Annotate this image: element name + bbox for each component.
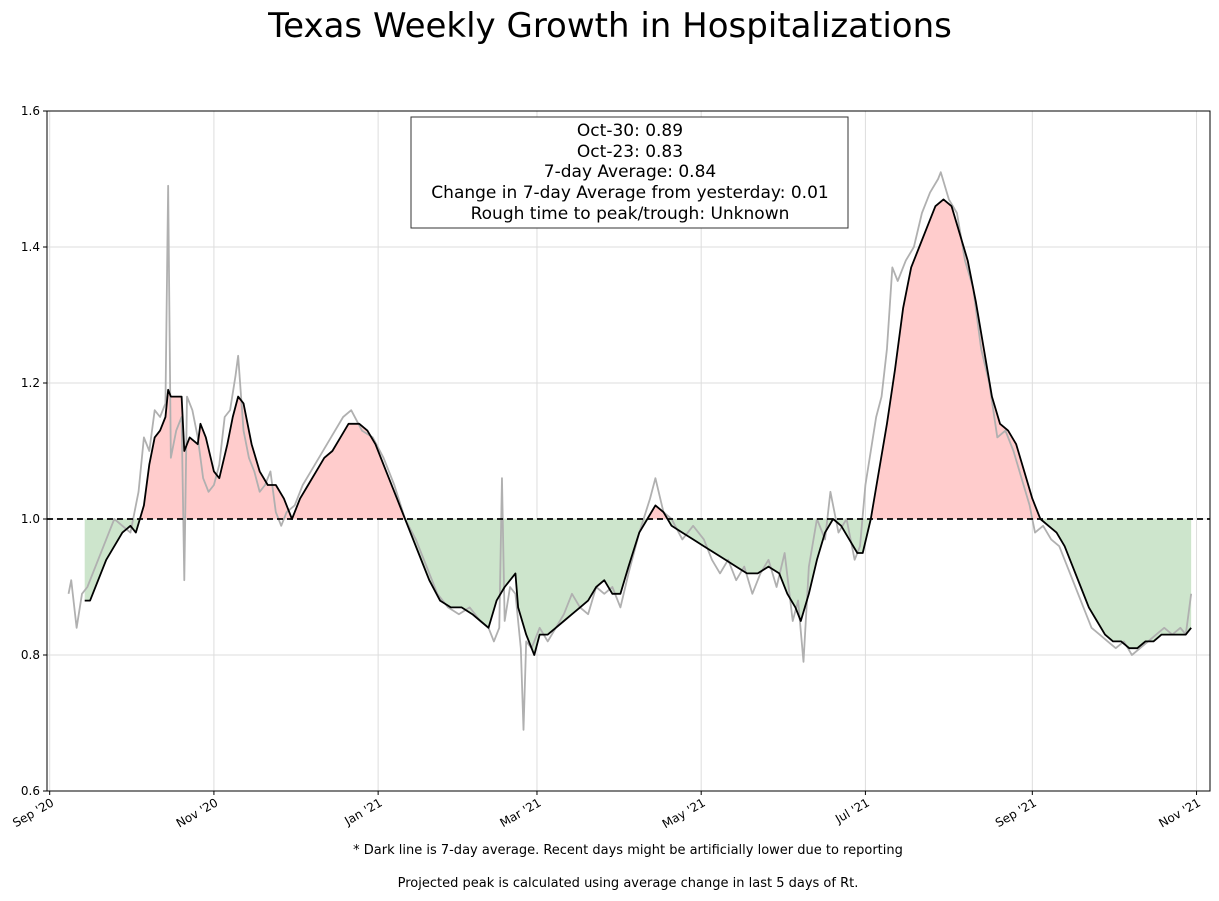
y-tick-label: 0.6	[21, 784, 40, 798]
annotation-line-5: Rough time to peak/trough: Unknown	[471, 204, 790, 224]
axes-frame	[46, 110, 1211, 792]
x-tick-label: Sep '21	[993, 795, 1039, 830]
x-tick-label: Nov '21	[1156, 795, 1203, 830]
annotation-line-1: Oct-30: 0.89	[577, 121, 683, 141]
fill-below-reference	[667, 519, 834, 621]
chart-title: Texas Weekly Growth in Hospitalizations	[267, 6, 952, 46]
annotation-line-2: Oct-23: 0.83	[577, 142, 683, 162]
x-tick-label: Nov '20	[174, 795, 221, 830]
seven-day-average-line	[84, 198, 1192, 656]
annotation-line-4: Change in 7-day Average from yesterday: …	[431, 183, 828, 203]
x-tick-label: Mar '21	[497, 795, 543, 830]
x-tick-label: Sep '20	[10, 795, 56, 830]
y-tick-label: 1.6	[21, 104, 40, 118]
y-tick-label: 1.2	[21, 376, 40, 390]
fill-below-reference	[405, 519, 648, 655]
footnote-projection: Projected peak is calculated using avera…	[397, 876, 859, 891]
y-tick-label: 1.0	[21, 512, 40, 526]
x-tick-label: Jul '21	[832, 795, 872, 826]
daily-series-line	[67, 171, 1193, 731]
annotation-box: Oct-30: 0.89 Oct-23: 0.83 7-day Average:…	[410, 116, 849, 229]
fill-above-reference	[870, 199, 1041, 519]
annotation-line-3: 7-day Average: 0.84	[544, 162, 716, 182]
x-tick-label: Jan '21	[341, 795, 384, 828]
footnote-average: * Dark line is 7-day average. Recent day…	[353, 843, 903, 858]
annotation-box-frame	[410, 116, 849, 229]
fill-below-reference	[84, 519, 140, 601]
y-tick-label: 0.8	[21, 648, 40, 662]
x-tick-label: May '21	[660, 795, 708, 831]
y-tick-label: 1.4	[21, 240, 40, 254]
fill-below-reference	[1040, 519, 1192, 649]
fill-above-reference	[647, 505, 668, 519]
